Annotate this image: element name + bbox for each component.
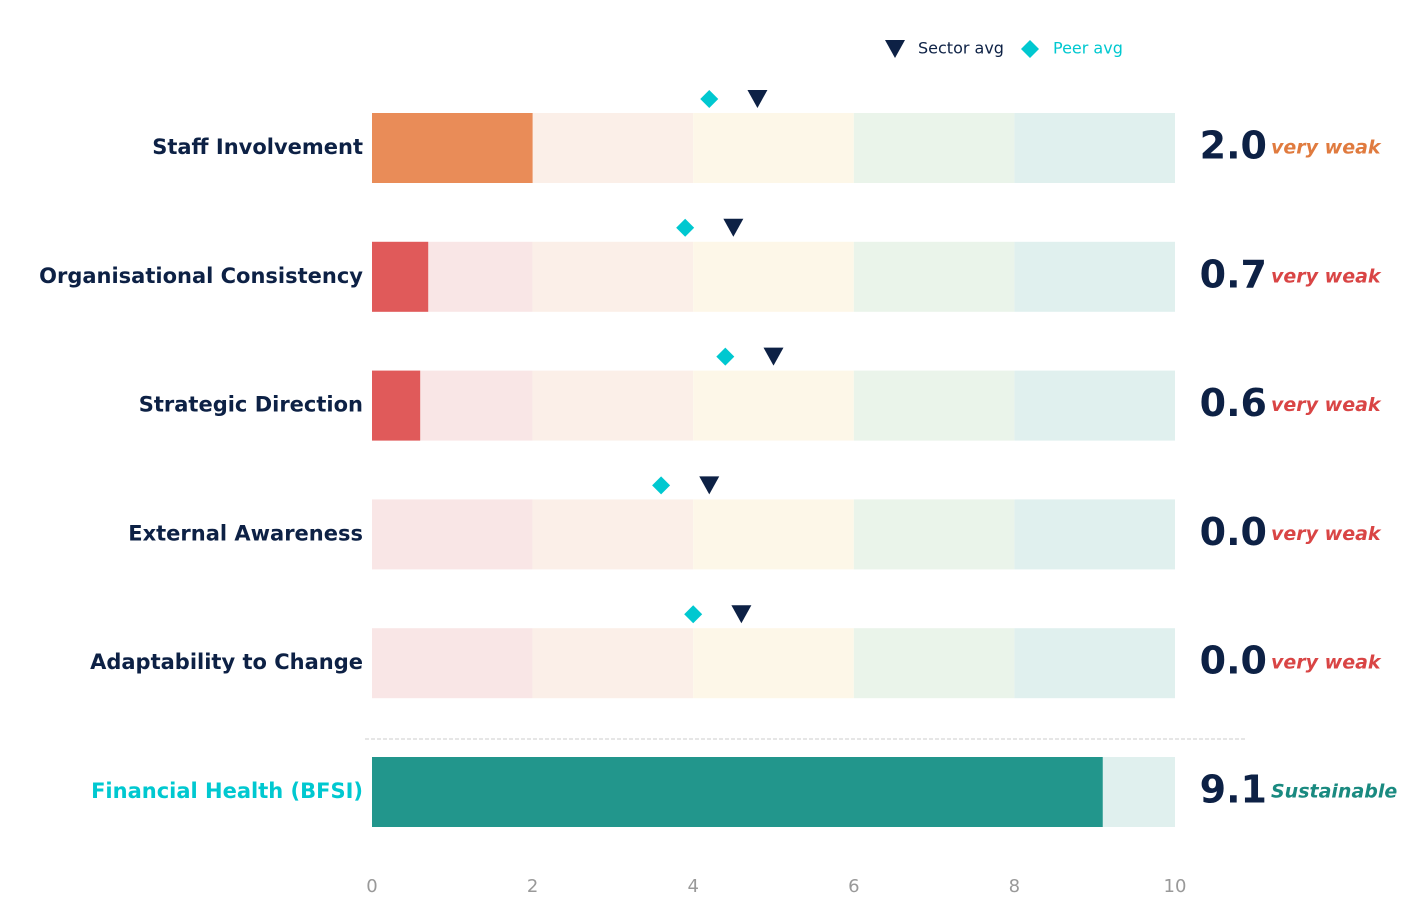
- row-label: Staff Involvement: [152, 135, 363, 159]
- row-label: External Awareness: [128, 521, 363, 545]
- rating-label: very weak: [1271, 652, 1382, 674]
- sector-marker: [723, 218, 744, 237]
- band: [532, 370, 694, 441]
- band: [532, 628, 694, 699]
- peer-marker: [700, 90, 719, 108]
- rating-label: Sustainable: [1271, 781, 1397, 803]
- value-label: 0.0: [1200, 510, 1267, 554]
- legend-symbol: [885, 40, 905, 58]
- x-tick-label: 8: [1009, 876, 1020, 897]
- legend-label: Sector avg: [918, 39, 1004, 58]
- sector-marker: [747, 90, 768, 108]
- band: [372, 628, 533, 699]
- band: [532, 113, 694, 183]
- value-label: 0.6: [1200, 381, 1267, 425]
- legend-symbol: [1021, 40, 1039, 58]
- band: [1014, 113, 1175, 183]
- value-label: 9.1: [1200, 768, 1267, 812]
- band: [853, 370, 1015, 441]
- peer-marker: [676, 218, 695, 237]
- x-tick-label: 0: [366, 876, 377, 897]
- band: [693, 113, 854, 183]
- sector-marker: [763, 347, 784, 366]
- peer-marker: [716, 347, 735, 366]
- x-tick-label: 10: [1164, 876, 1187, 897]
- band: [693, 499, 854, 570]
- band: [1014, 628, 1175, 699]
- value-label: 0.7: [1200, 252, 1267, 296]
- row-label: Organisational Consistency: [39, 264, 363, 288]
- band: [532, 241, 694, 312]
- band: [693, 241, 854, 312]
- bar: [372, 241, 429, 312]
- band: [532, 499, 694, 570]
- bar: [372, 757, 1103, 827]
- rating-label: very weak: [1271, 523, 1382, 545]
- band: [853, 628, 1015, 699]
- bar: [372, 370, 421, 441]
- value-label: 0.0: [1200, 639, 1267, 683]
- value-label: 2.0: [1200, 124, 1267, 168]
- peer-marker: [684, 605, 703, 624]
- band: [1014, 241, 1175, 312]
- x-tick-label: 2: [527, 876, 538, 897]
- band: [853, 499, 1015, 570]
- band: [693, 370, 854, 441]
- sector-marker: [699, 476, 720, 495]
- row-label: Adaptability to Change: [90, 650, 363, 674]
- x-tick-label: 6: [848, 876, 859, 897]
- peer-marker: [652, 476, 671, 495]
- row-label: Strategic Direction: [139, 393, 363, 417]
- row-label: Financial Health (BFSI): [91, 779, 363, 803]
- band: [693, 628, 854, 699]
- rating-label: very weak: [1271, 265, 1382, 287]
- band: [853, 241, 1015, 312]
- band: [1014, 370, 1175, 441]
- band: [372, 499, 533, 570]
- legend-label: Peer avg: [1053, 39, 1123, 58]
- rating-label: very weak: [1271, 394, 1382, 416]
- sector-marker: [731, 605, 752, 624]
- bar: [372, 113, 533, 183]
- band: [853, 113, 1015, 183]
- x-tick-label: 4: [687, 876, 698, 897]
- rating-label: very weak: [1271, 137, 1382, 159]
- band: [1014, 499, 1175, 570]
